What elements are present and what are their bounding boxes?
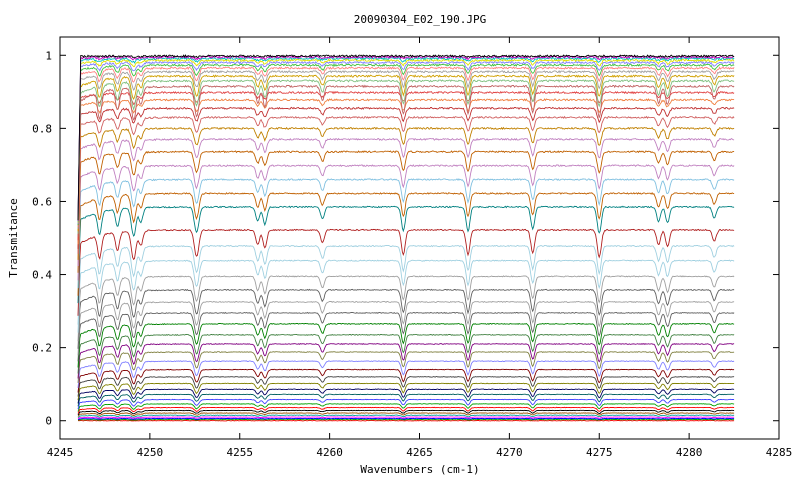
series-line bbox=[77, 412, 735, 417]
x-tick-label: 4285 bbox=[766, 446, 793, 459]
series-line bbox=[77, 137, 735, 267]
series-line bbox=[77, 58, 735, 223]
series-line bbox=[77, 409, 735, 416]
series-line bbox=[77, 311, 735, 362]
x-tick-label: 4275 bbox=[586, 446, 613, 459]
x-tick-label: 4250 bbox=[137, 446, 164, 459]
series-line bbox=[77, 126, 735, 260]
y-tick-label: 0.4 bbox=[32, 269, 52, 282]
y-tick-label: 0 bbox=[45, 415, 52, 428]
series-line bbox=[77, 205, 735, 304]
series-line bbox=[77, 414, 735, 419]
x-tick-label: 4280 bbox=[676, 446, 703, 459]
series-line bbox=[77, 388, 735, 404]
series-line bbox=[77, 406, 735, 414]
series-line bbox=[77, 69, 735, 229]
series-line bbox=[77, 403, 735, 412]
series-line bbox=[77, 244, 735, 325]
x-axis-title: Wavenumbers (cm-1) bbox=[360, 463, 479, 476]
chart-title: 20090304_E02_190.JPG bbox=[354, 13, 486, 26]
x-tick-label: 4255 bbox=[227, 446, 254, 459]
series-line bbox=[77, 115, 735, 254]
series-line bbox=[77, 376, 735, 397]
y-tick-label: 0.6 bbox=[32, 195, 52, 208]
series-line bbox=[77, 416, 735, 420]
series-line bbox=[77, 54, 735, 221]
series-line bbox=[77, 98, 735, 245]
series-line bbox=[77, 393, 735, 407]
series-line bbox=[77, 417, 735, 420]
y-tick-label: 0.2 bbox=[32, 342, 52, 355]
series-line bbox=[77, 60, 735, 224]
series-line bbox=[77, 288, 735, 349]
series-line bbox=[77, 150, 735, 273]
x-tick-label: 4260 bbox=[316, 446, 343, 459]
y-tick-label: 0.8 bbox=[32, 122, 52, 135]
series-line bbox=[77, 343, 735, 379]
x-tick-label: 4270 bbox=[496, 446, 523, 459]
y-axis-ticks: 0 0.2 0.4 0.6 0.8 1 bbox=[32, 49, 779, 428]
series-line bbox=[77, 398, 735, 410]
series-line bbox=[77, 418, 735, 421]
series-layer bbox=[77, 54, 735, 422]
series-line bbox=[77, 300, 735, 356]
series-line bbox=[77, 106, 735, 249]
series-line bbox=[77, 275, 735, 342]
series-line bbox=[77, 56, 735, 222]
series-line bbox=[77, 74, 735, 232]
x-axis-ticks: 4245 4250 4255 4260 4265 4270 4275 4280 4285 bbox=[47, 37, 793, 459]
y-tick-label: 1 bbox=[45, 49, 52, 62]
series-line bbox=[77, 259, 735, 333]
series-line bbox=[77, 84, 735, 237]
series-line bbox=[77, 79, 735, 234]
series-line bbox=[77, 322, 735, 368]
series-line bbox=[77, 192, 735, 296]
series-line bbox=[77, 351, 735, 383]
x-tick-label: 4265 bbox=[406, 446, 433, 459]
series-line bbox=[77, 333, 735, 374]
series-line bbox=[77, 63, 735, 226]
series-line bbox=[77, 66, 735, 227]
y-axis-title: Transmitance bbox=[7, 198, 20, 277]
x-tick-label: 4245 bbox=[47, 446, 74, 459]
series-line bbox=[77, 178, 735, 289]
series-line bbox=[77, 228, 735, 316]
series-line bbox=[77, 382, 735, 401]
series-line bbox=[77, 360, 735, 389]
series-line bbox=[77, 368, 735, 393]
series-line bbox=[77, 164, 735, 281]
